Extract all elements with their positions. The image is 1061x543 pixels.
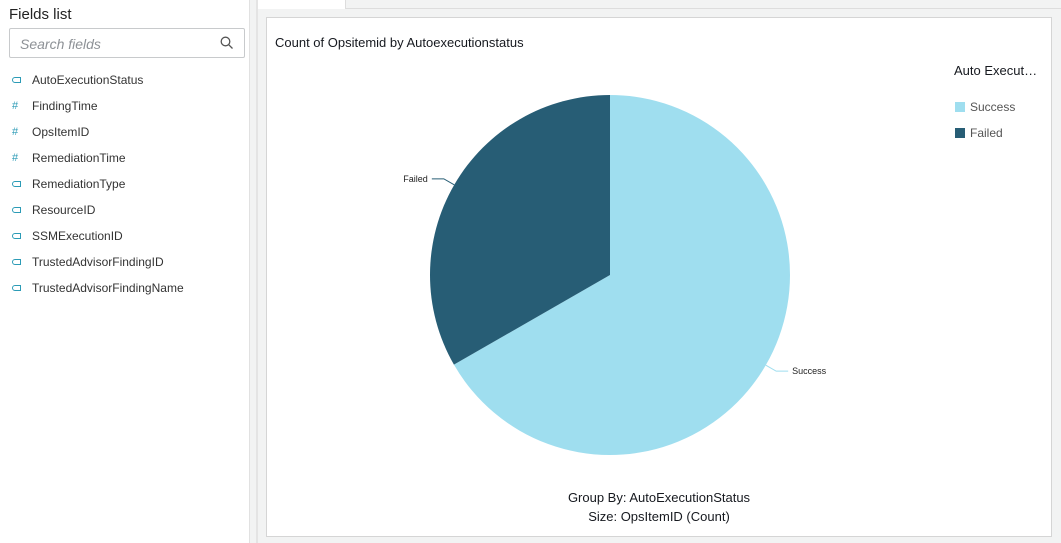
field-item[interactable]: TrustedAdvisorFindingID <box>12 252 164 272</box>
chart-title: Count of Opsitemid by Autoexecutionstatu… <box>275 35 524 50</box>
field-item[interactable]: SSMExecutionID <box>12 226 123 246</box>
field-item[interactable]: ResourceID <box>12 200 95 220</box>
legend-item-success[interactable]: Success <box>955 100 1015 114</box>
dimension-icon <box>12 285 21 291</box>
chart-footer: Group By: AutoExecutionStatus Size: OpsI… <box>267 488 1051 526</box>
dimension-icon <box>12 259 21 265</box>
search-placeholder: Search fields <box>20 36 101 52</box>
search-icon[interactable] <box>220 36 234 50</box>
sheet-tab[interactable] <box>258 0 346 9</box>
field-label: AutoExecutionStatus <box>32 73 144 87</box>
pie-slice-success[interactable] <box>453 95 790 455</box>
group-by-label: Group By: AutoExecutionStatus <box>567 490 751 505</box>
field-label: TrustedAdvisorFindingID <box>32 255 164 269</box>
field-item[interactable]: # OpsItemID <box>12 122 89 142</box>
legend-item-failed[interactable]: Failed <box>955 126 1003 140</box>
panel-divider[interactable] <box>256 0 258 543</box>
dimension-icon <box>12 233 21 239</box>
field-item[interactable]: # FindingTime <box>12 96 98 116</box>
field-item[interactable]: # RemediationTime <box>12 148 126 168</box>
legend-label: Success <box>970 100 1016 114</box>
field-item[interactable]: AutoExecutionStatus <box>12 70 143 90</box>
field-label: ResourceID <box>32 203 96 217</box>
data-label: Failed <box>403 174 428 184</box>
field-label: RemediationType <box>32 177 126 191</box>
pie-chart: Success Failed <box>403 95 827 455</box>
field-label: FindingTime <box>32 99 98 113</box>
dimension-icon <box>12 207 21 213</box>
dimension-icon <box>12 77 21 83</box>
legend-swatch <box>955 128 965 138</box>
pie-slice-failed[interactable] <box>430 95 610 365</box>
tab-bar <box>346 0 1061 9</box>
measure-icon: # <box>12 152 19 164</box>
search-input[interactable]: Search fields <box>9 28 245 58</box>
fields-list-title: Fields list <box>9 6 72 23</box>
legend-label: Failed <box>970 126 1003 140</box>
data-label: Success <box>792 366 827 376</box>
pie-chart-visual[interactable]: Count of Opsitemid by Autoexecutionstatu… <box>266 17 1052 537</box>
data-label-leader <box>431 178 455 186</box>
dimension-icon <box>12 181 21 187</box>
legend-swatch <box>955 102 965 112</box>
size-label: Size: OpsItemID (Count) <box>588 509 730 524</box>
legend-title: Auto Execut… <box>954 63 1038 78</box>
fields-panel: Fields list Search fields AutoExecutionS… <box>0 0 250 543</box>
field-item[interactable]: TrustedAdvisorFindingName <box>12 278 184 298</box>
data-label-leader <box>765 364 789 372</box>
field-item[interactable]: RemediationType <box>12 174 125 194</box>
field-label: RemediationTime <box>32 151 126 165</box>
field-label: TrustedAdvisorFindingName <box>32 281 184 295</box>
measure-icon: # <box>12 100 19 112</box>
measure-icon: # <box>12 126 19 138</box>
field-label: SSMExecutionID <box>32 229 123 243</box>
field-label: OpsItemID <box>32 125 90 139</box>
